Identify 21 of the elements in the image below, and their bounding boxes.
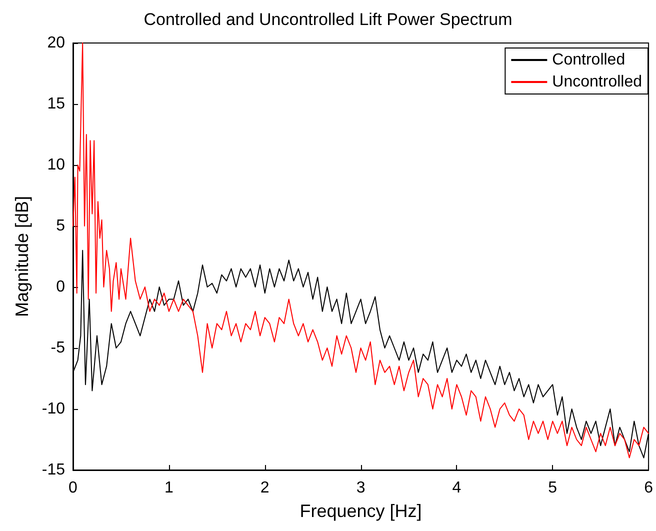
y-tick-label: 10 [47, 156, 66, 174]
y-tick-label: 5 [56, 218, 66, 234]
y-tick-label: -10 [42, 400, 66, 418]
y-tick-label: 15 [47, 96, 66, 112]
y-tick-label: -5 [50, 340, 66, 356]
y-tick-label: 20 [47, 34, 66, 52]
x-tick-label: 2 [260, 480, 270, 496]
legend-label: Uncontrolled [552, 74, 642, 90]
y-tick-label: -15 [42, 462, 66, 478]
x-tick-label: 4 [452, 480, 462, 496]
x-tick-label: 0 [68, 480, 78, 496]
y-axis-title: Magnitude [dB] [12, 196, 32, 318]
x-axis-title: Frequency [Hz] [300, 501, 422, 521]
line-series [72, 42, 650, 458]
x-tick-label: 5 [548, 480, 558, 496]
chart-title: Controlled and Uncontrolled Lift Power Spectrum [144, 10, 512, 29]
x-tick-label: 3 [356, 480, 366, 496]
y-tick-label: 0 [56, 278, 66, 296]
x-tick-label: 1 [164, 480, 174, 496]
x-tick-label: 6 [644, 480, 654, 496]
legend-label: Controlled [552, 52, 626, 68]
